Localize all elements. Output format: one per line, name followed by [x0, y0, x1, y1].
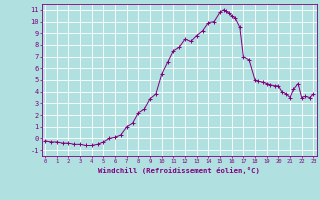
X-axis label: Windchill (Refroidissement éolien,°C): Windchill (Refroidissement éolien,°C): [98, 167, 260, 174]
